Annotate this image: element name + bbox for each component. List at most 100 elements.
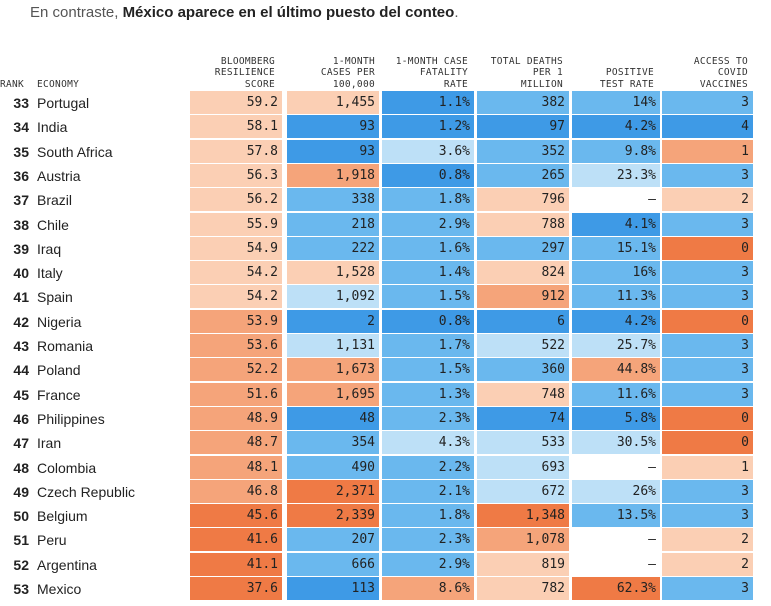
table-row: 52 Argentina 41.1 666 2.9% 819–2	[0, 552, 771, 577]
resilience-cell: 52.2	[190, 358, 282, 382]
vaccines-cell: 3	[662, 91, 753, 114]
deaths-cell: 97	[477, 115, 569, 139]
economy-cell: Chile	[37, 216, 69, 233]
vaccines-cell: 3	[662, 334, 753, 357]
vaccines-cell: 3	[662, 479, 753, 503]
cases-cell: 1,455	[287, 91, 379, 114]
economy-cell: Italy	[37, 265, 63, 282]
rank-cell: 49	[13, 483, 29, 500]
table-row: 51 Peru 41.6 207 2.3% 1,078–2	[0, 528, 771, 552]
economy-cell: Mexico	[37, 581, 82, 597]
table-row: 41 Spain 54.2 1,092 1.5% 912 11.3% 3	[0, 285, 771, 309]
table-row: 39 Iraq 54.9 222 1.6% 297 15.1% 0	[0, 236, 771, 261]
economy-cell: Czech Republic	[37, 483, 136, 500]
resilience-cell: 41.1	[190, 552, 282, 576]
cfr-cell: 1.3%	[382, 382, 474, 406]
resilience-cell: 48.1	[190, 455, 282, 479]
positive-cell: 11.3%	[572, 285, 660, 309]
cfr-cell: 8.6%	[382, 577, 474, 600]
deaths-cell: 693	[477, 455, 569, 479]
table-row: 53 Mexico 37.6 113 8.6% 782 62.3% 3	[0, 577, 771, 601]
rank-cell: 34	[13, 119, 29, 136]
cfr-cell: 1.5%	[382, 358, 474, 382]
resilience-cell: 58.1	[190, 115, 282, 139]
cfr-cell: 1.1%	[382, 91, 474, 114]
positive-cell: –	[572, 455, 660, 479]
economy-cell: Iran	[37, 435, 62, 452]
cfr-cell: 1.8%	[382, 504, 474, 528]
table-row: 38 Chile 55.9 218 2.9% 788 4.1% 3	[0, 212, 771, 237]
vaccines-cell: 3	[662, 261, 753, 285]
economy-cell: Spain	[37, 289, 73, 306]
vaccines-cell: 3	[662, 212, 753, 236]
deaths-cell: 796	[477, 188, 569, 212]
vaccines-cell: 0	[662, 406, 753, 430]
rank-cell: 38	[13, 216, 29, 233]
vaccines-cell: 3	[662, 358, 753, 382]
cfr-cell: 4.3%	[382, 431, 474, 455]
economy-cell: Argentina	[37, 556, 97, 573]
table-row: 36 Austria 56.3 1,918 0.8% 265 23.3% 3	[0, 163, 771, 188]
cases-cell: 207	[287, 528, 379, 552]
deaths-cell: 912	[477, 285, 569, 309]
column-header-positive: POSITIVE TEST RATE	[599, 67, 654, 90]
cfr-cell: 0.8%	[382, 163, 474, 187]
table-row: 43 Romania 53.6 1,131 1.7% 522 25.7% 3	[0, 334, 771, 358]
cases-cell: 218	[287, 212, 379, 236]
cases-cell: 1,092	[287, 285, 379, 309]
economy-cell: Portugal	[37, 95, 90, 111]
rank-cell: 37	[13, 192, 29, 209]
caption-bold: México aparece en el último puesto del c…	[122, 4, 455, 21]
resilience-cell: 54.2	[190, 285, 282, 309]
deaths-cell: 265	[477, 163, 569, 187]
resilience-cell: 45.6	[190, 504, 282, 528]
cfr-cell: 2.9%	[382, 552, 474, 576]
cases-cell: 48	[287, 406, 379, 430]
column-header-deaths: TOTAL DEATHS PER 1 MILLION	[490, 55, 563, 90]
vaccines-cell: 2	[662, 188, 753, 212]
deaths-cell: 782	[477, 577, 569, 600]
economy-cell: Nigeria	[37, 313, 82, 330]
resilience-cell: 56.2	[190, 188, 282, 212]
table-row: 35 South Africa 57.8 93 3.6% 352 9.8% 1	[0, 139, 771, 164]
cfr-cell: 1.5%	[382, 285, 474, 309]
table-row: 34 India 58.1 93 1.2% 97 4.2% 4	[0, 115, 771, 139]
economy-cell: Peru	[37, 532, 67, 549]
cases-cell: 2,339	[287, 504, 379, 528]
positive-cell: 16%	[572, 261, 660, 285]
positive-cell: 4.2%	[572, 309, 660, 333]
positive-cell: –	[572, 528, 660, 552]
rank-cell: 40	[13, 265, 29, 282]
cases-cell: 93	[287, 115, 379, 139]
vaccines-cell: 3	[662, 285, 753, 309]
cases-cell: 1,528	[287, 261, 379, 285]
rank-cell: 33	[13, 95, 29, 111]
cfr-cell: 2.3%	[382, 528, 474, 552]
deaths-cell: 360	[477, 358, 569, 382]
economy-cell: India	[37, 119, 68, 136]
cfr-cell: 3.6%	[382, 139, 474, 163]
cases-cell: 113	[287, 577, 379, 600]
economy-cell: Poland	[37, 362, 81, 379]
resilience-cell: 55.9	[190, 212, 282, 236]
caption: En contraste, México aparece en el últim…	[30, 0, 459, 26]
resilience-cell: 54.2	[190, 261, 282, 285]
positive-cell: 44.8%	[572, 358, 660, 382]
cases-cell: 354	[287, 431, 379, 455]
cases-cell: 338	[287, 188, 379, 212]
economy-cell: Philippines	[37, 410, 105, 427]
rank-cell: 42	[13, 313, 29, 330]
cfr-cell: 1.6%	[382, 236, 474, 260]
positive-cell: 5.8%	[572, 406, 660, 430]
economy-cell: Austria	[37, 167, 81, 184]
vaccines-cell: 0	[662, 236, 753, 260]
vaccines-cell: 0	[662, 309, 753, 333]
rank-cell: 35	[13, 143, 29, 160]
economy-cell: Iraq	[37, 240, 62, 257]
resilience-cell: 48.7	[190, 431, 282, 455]
table-row: 47 Iran 48.7 354 4.3% 533 30.5% 0	[0, 431, 771, 455]
table-row: 46 Philippines 48.9 48 2.3% 74 5.8% 0	[0, 406, 771, 431]
positive-cell: 4.2%	[572, 115, 660, 139]
table-row: 48 Colombia 48.1 490 2.2% 693–1	[0, 455, 771, 480]
positive-cell: –	[572, 188, 660, 212]
